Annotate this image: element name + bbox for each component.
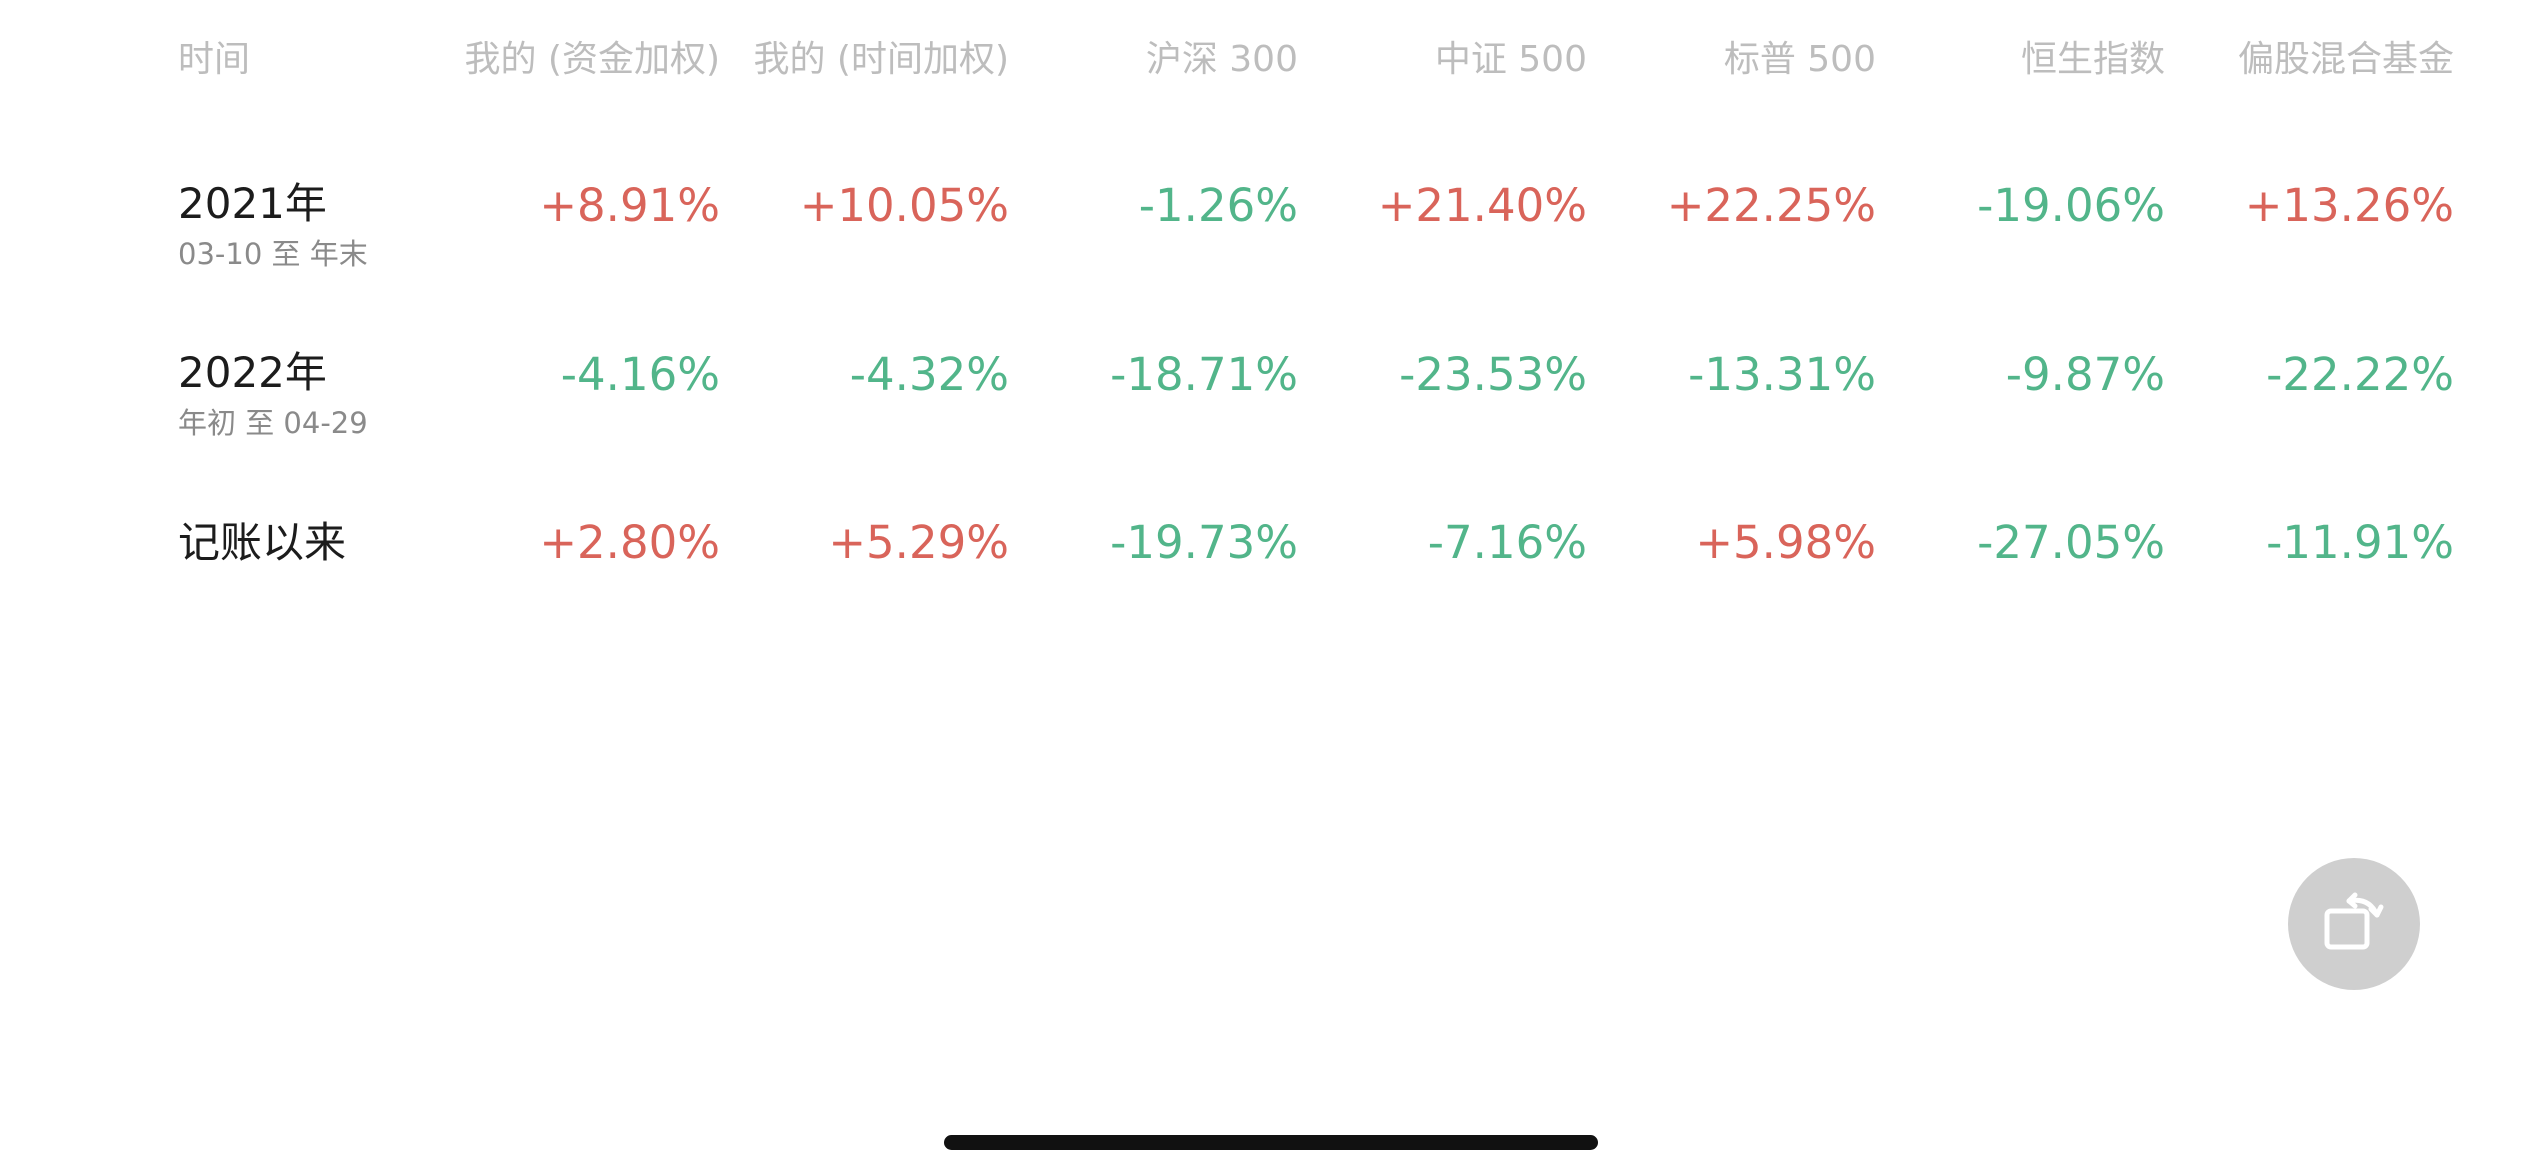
value-cell: -19.06% (1977, 179, 2165, 232)
value-cell: +5.29% (828, 516, 1009, 569)
table-row: 2022年 年初 至 04-29 -4.16% -4.32% -18.71% -… (0, 345, 2532, 455)
value-cell: +21.40% (1377, 179, 1587, 232)
value-cell: -23.53% (1399, 348, 1587, 401)
value-cell: -22.22% (2266, 348, 2454, 401)
value-cell: -18.71% (1110, 348, 1298, 401)
rotate-screen-icon (2324, 892, 2384, 950)
table-header: 时间 我的 (资金加权) 我的 (时间加权) 沪深 300 中证 500 标普 … (0, 30, 2532, 90)
header-sp500: 标普 500 (1723, 39, 1876, 80)
header-mine-money-weighted: 我的 (资金加权) (464, 39, 720, 80)
row-period: 2022年 (178, 348, 327, 397)
value-cell: +10.05% (799, 179, 1009, 232)
header-mixed-fund: 偏股混合基金 (2237, 39, 2454, 80)
value-cell: -1.26% (1138, 179, 1298, 232)
table-row: 2021年 03-10 至 年末 +8.91% +10.05% -1.26% +… (0, 176, 2532, 286)
value-cell: +5.98% (1695, 516, 1876, 569)
row-period: 记账以来 (178, 518, 347, 567)
table-row: 记账以来 +2.80% +5.29% -19.73% -7.16% +5.98%… (0, 513, 2532, 583)
header-mine-time-weighted: 我的 (时间加权) (753, 39, 1009, 80)
value-cell: -13.31% (1688, 348, 1876, 401)
rotate-screen-button[interactable] (2288, 858, 2420, 990)
value-cell: -11.91% (2266, 516, 2454, 569)
header-time: 时间 (178, 39, 251, 80)
value-cell: -19.73% (1110, 516, 1298, 569)
header-hsi: 恒生指数 (2020, 39, 2165, 80)
value-cell: -7.16% (1427, 516, 1587, 569)
value-cell: -27.05% (1977, 516, 2165, 569)
value-cell: +22.25% (1666, 179, 1876, 232)
row-range: 03-10 至 年末 (178, 237, 368, 271)
header-hs300: 沪深 300 (1145, 39, 1298, 80)
row-period: 2021年 (178, 179, 327, 228)
header-zz500: 中证 500 (1434, 39, 1587, 80)
value-cell: +13.26% (2244, 179, 2454, 232)
value-cell: -4.32% (849, 348, 1009, 401)
row-range: 年初 至 04-29 (178, 406, 368, 440)
home-indicator[interactable] (944, 1135, 1598, 1150)
value-cell: +8.91% (539, 179, 720, 232)
value-cell: -9.87% (2005, 348, 2165, 401)
value-cell: -4.16% (560, 348, 720, 401)
value-cell: +2.80% (539, 516, 720, 569)
